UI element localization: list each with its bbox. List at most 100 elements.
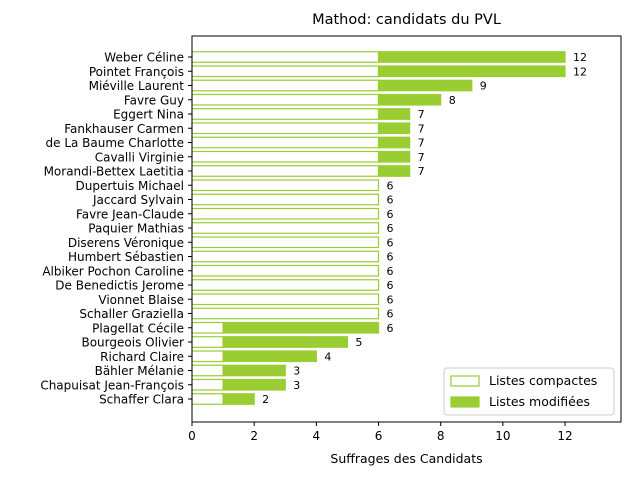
- y-tick-label: Schaller Graziella: [79, 307, 184, 321]
- bar-modifiees: [222, 321, 380, 334]
- x-tick-label: 2: [250, 429, 258, 443]
- bar-compactes: [191, 307, 380, 320]
- bar-value-label: 6: [387, 308, 394, 321]
- bar-compactes: [191, 136, 380, 149]
- y-tick-label: Miéville Laurent: [89, 79, 185, 93]
- y-tick-label: Chapuisat Jean-François: [40, 378, 184, 392]
- y-tick-label: Fankhauser Carmen: [64, 122, 184, 136]
- y-tick-label: Albiker Pochon Caroline: [42, 264, 184, 278]
- bar-value-label: 7: [418, 151, 425, 164]
- y-tick-label: Weber Céline: [104, 51, 184, 65]
- bar-value-label: 5: [355, 336, 362, 349]
- x-tick-label: 10: [495, 429, 510, 443]
- bar-compactes: [191, 350, 224, 363]
- bar-modifiees: [377, 65, 566, 78]
- bar-value-label: 6: [387, 222, 394, 235]
- y-tick-label: Plagellat Cécile: [92, 321, 184, 335]
- bar-compactes: [191, 321, 224, 334]
- bar-modifiees: [377, 108, 411, 120]
- bar-value-label: 6: [387, 208, 394, 221]
- bar-compactes: [191, 93, 380, 106]
- bar-value-label: 6: [387, 265, 394, 278]
- y-tick-label: Favre Jean-Claude: [76, 207, 184, 221]
- bar-modifiees: [222, 393, 255, 405]
- bar-compactes: [191, 122, 380, 135]
- legend-swatch-compactes: [450, 375, 480, 387]
- bar-modifiees: [377, 93, 442, 106]
- bar-value-label: 12: [573, 51, 587, 64]
- bar-value-label: 6: [387, 194, 394, 207]
- bar-compactes: [191, 179, 380, 192]
- bar-modifiees: [377, 51, 566, 63]
- bar-modifiees: [377, 79, 473, 92]
- y-tick-label: Schaffer Clara: [99, 393, 184, 407]
- bar-compactes: [191, 279, 380, 291]
- bar-value-label: 7: [418, 165, 425, 178]
- bar-value-label: 3: [293, 379, 300, 392]
- y-tick-label: Vionnet Blaise: [98, 293, 184, 307]
- legend-label-compactes: Listes compactes: [489, 373, 597, 388]
- bar-compactes: [191, 150, 380, 163]
- y-tick-label: Eggert Nina: [113, 108, 184, 122]
- y-tick-label: Cavalli Virginie: [95, 150, 184, 164]
- y-tick-label: Diserens Véronique: [68, 236, 184, 250]
- y-tick-label: Bourgeois Olivier: [81, 336, 184, 350]
- y-tick-label: Jaccard Sylvain: [92, 193, 184, 207]
- bar-compactes: [191, 264, 380, 277]
- bar-modifiees: [377, 165, 411, 177]
- y-tick-label: Humbert Sébastien: [68, 250, 184, 264]
- y-tick-label: Bähler Mélanie: [95, 364, 184, 378]
- bar-compactes: [191, 236, 380, 249]
- bar-compactes: [191, 336, 224, 348]
- plot-frame: [191, 35, 622, 423]
- x-axis-ticks: 0 2 4 6 8 10 12: [188, 422, 573, 443]
- legend-box: [443, 367, 615, 416]
- legend-swatch-modifiees: [450, 396, 480, 408]
- bar-compactes: [191, 108, 380, 120]
- y-tick-label: Dupertuis Michael: [76, 179, 184, 193]
- bar-compactes: [191, 207, 380, 220]
- bar-compactes: [191, 193, 380, 206]
- bar-value-label: 2: [262, 393, 269, 406]
- bar-compactes: [191, 378, 224, 391]
- bar-modifiees: [377, 136, 411, 149]
- bar-modifiees: [222, 336, 349, 348]
- bar-value-label: 8: [449, 94, 456, 107]
- bar-compactes: [191, 51, 380, 63]
- bar-value-label: 12: [573, 65, 587, 78]
- bar-modifiees: [377, 150, 411, 163]
- y-tick-label: Richard Claire: [100, 350, 184, 364]
- bar-modifiees: [222, 364, 286, 377]
- bar-value-label: 6: [387, 236, 394, 249]
- bar-value-label: 6: [387, 251, 394, 264]
- bar-value-label: 7: [418, 122, 425, 135]
- bar-value-label: 6: [387, 322, 394, 335]
- y-tick-label: Pointet François: [89, 65, 184, 79]
- legend-label-modifiees: Listes modifiées: [489, 394, 590, 409]
- y-tick-label: de La Baume Charlotte: [46, 136, 185, 150]
- chart-title: Mathod: candidats du PVL: [312, 12, 501, 28]
- x-tick-label: 8: [437, 429, 445, 443]
- bar-value-label: 7: [418, 108, 425, 121]
- bar-modifiees: [222, 378, 286, 391]
- bar-modifiees: [377, 122, 411, 135]
- bar-compactes: [191, 65, 380, 78]
- x-tick-label: 4: [313, 429, 321, 443]
- bar-value-label: 6: [387, 179, 394, 192]
- x-tick-label: 6: [375, 429, 383, 443]
- y-tick-label: De Benedictis Jerome: [55, 279, 184, 293]
- x-tick-label: 0: [188, 429, 196, 443]
- bar-compactes: [191, 165, 380, 177]
- bar-compactes: [191, 293, 380, 306]
- legend: Listes compactes Listes modifiées: [443, 367, 615, 416]
- bar-modifiees: [222, 350, 317, 363]
- bar-value-label: 4: [324, 350, 331, 363]
- bar-value-label: 9: [480, 80, 487, 93]
- bar-compactes: [191, 222, 380, 234]
- bar-value-label: 3: [293, 365, 300, 378]
- y-tick-label: Paquier Mathias: [88, 222, 184, 236]
- bar-value-label: 7: [418, 137, 425, 150]
